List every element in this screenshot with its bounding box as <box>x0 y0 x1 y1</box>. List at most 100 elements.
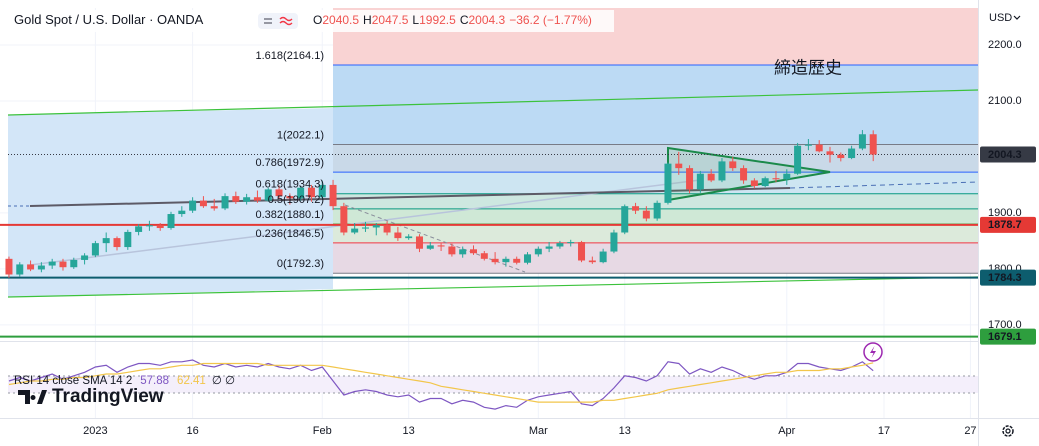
x-tick-label: 17 <box>878 425 890 437</box>
ohlc-value: 2040.5 <box>322 13 359 27</box>
price-label: 1784.3 <box>988 272 1022 284</box>
candle-body <box>545 246 553 249</box>
y-tick-label: 1900.0 <box>988 207 1022 219</box>
price-label-bg <box>980 328 1036 345</box>
price-label: 1878.7 <box>988 219 1022 231</box>
fib-level-label: 0.618(1934.3) <box>256 179 325 191</box>
price-axis-bg <box>979 0 1039 418</box>
currency-label: USD <box>989 12 1012 24</box>
x-tick-label: 13 <box>403 425 415 437</box>
candle-body <box>394 232 402 239</box>
candle-body <box>167 214 175 229</box>
fib-level-label: 1.618(2164.1) <box>256 50 325 62</box>
candle-body <box>307 187 315 198</box>
price-label-bg <box>980 269 1036 286</box>
candle-body <box>243 197 251 202</box>
candle-body <box>556 243 564 247</box>
candle-body <box>59 261 67 268</box>
rsi-legend: RSI 14 close SMA 14 2 57.88 62.41 ∅ ∅ <box>14 375 235 387</box>
fib-zone <box>333 172 978 194</box>
candle-body <box>5 258 13 275</box>
channel-lower <box>7 276 979 298</box>
watermark: TradingView <box>52 386 164 407</box>
settings-icon-hub <box>1005 428 1011 434</box>
candle-body <box>426 245 434 249</box>
price-label-bg <box>980 216 1036 233</box>
candle-body <box>750 180 758 187</box>
x-tick-label: 2023 <box>83 425 107 437</box>
candle-body <box>264 189 272 201</box>
candle-body <box>286 196 294 199</box>
candle-body <box>221 196 229 209</box>
fib-level-label: 0.5(1907.2) <box>268 194 324 206</box>
ohlc-value: 2004.3 <box>468 13 505 27</box>
candle-body <box>794 145 802 174</box>
candle-body <box>621 206 629 233</box>
candle-body <box>804 144 812 146</box>
settings-button[interactable] <box>1002 425 1014 437</box>
candle-body <box>415 236 423 249</box>
alert-button[interactable] <box>863 342 883 362</box>
y-tick-label: 2100.0 <box>988 95 1022 107</box>
candle-body <box>70 259 78 268</box>
indicator-toggle[interactable] <box>258 13 298 29</box>
change-value: −36.2 (−1.77%) <box>509 13 592 27</box>
candle-body <box>826 151 834 155</box>
candle-body <box>848 148 856 159</box>
symbol-title: Gold Spot / U.S. Dollar · OANDA <box>14 12 204 27</box>
ohlc-values: O2040.5 H2047.5 L1992.5 C2004.3 −36.2 (−1.77… <box>313 13 592 27</box>
header-bg <box>8 10 614 32</box>
candle-body <box>502 258 510 263</box>
toggle-icon <box>279 16 293 26</box>
neckline <box>29 187 791 207</box>
candle-body <box>351 228 359 233</box>
ohlc-value: 1992.5 <box>419 13 456 27</box>
candle-body <box>253 197 261 201</box>
fib-level-label: 0.786(1972.9) <box>256 157 325 169</box>
candle-body <box>135 226 143 232</box>
rsi-title: RSI 14 close SMA 14 2 <box>14 375 132 387</box>
candle-body <box>318 184 326 198</box>
candle-body <box>675 163 683 169</box>
candle-body <box>156 225 164 229</box>
x-tick-label: Feb <box>313 425 332 437</box>
drawing-layer <box>0 64 979 410</box>
candle-body <box>297 187 305 199</box>
tv-logo <box>18 390 47 404</box>
candle-body <box>27 264 35 270</box>
x-tick-label: 13 <box>619 425 631 437</box>
candle-body <box>210 206 218 209</box>
x-tick-label: 16 <box>186 425 198 437</box>
dashed-level <box>789 181 979 189</box>
candle-body <box>16 264 24 275</box>
header-title: Gold Spot / U.S. Dollar · OANDA <box>14 12 204 27</box>
candle-body <box>610 232 618 252</box>
toggle-icon <box>264 18 272 24</box>
candle-body <box>783 173 791 180</box>
x-tick-label: Mar <box>529 425 548 437</box>
candle-layer <box>5 130 877 278</box>
x-tick-label: 27 <box>964 425 976 437</box>
candle-body <box>480 253 488 259</box>
candle-body <box>869 134 877 155</box>
candle-body <box>858 134 866 149</box>
candle-body <box>372 225 380 228</box>
candle-body <box>772 178 780 180</box>
candle-body <box>232 196 240 202</box>
ohlc-value: 2047.5 <box>372 13 409 27</box>
y-tick-label: 2200.0 <box>988 39 1022 51</box>
candle-body <box>48 261 56 266</box>
candle-body <box>534 248 542 255</box>
candle-body <box>740 168 748 181</box>
candle-body <box>361 227 369 229</box>
price-label: 2004.3 <box>988 149 1022 161</box>
candle-body <box>632 206 640 211</box>
rsi-line <box>8 362 874 403</box>
candle-body <box>199 200 207 207</box>
candle-body <box>81 255 89 260</box>
candle-body <box>491 258 499 263</box>
candle-body <box>37 265 45 270</box>
channel-upper <box>7 89 979 116</box>
